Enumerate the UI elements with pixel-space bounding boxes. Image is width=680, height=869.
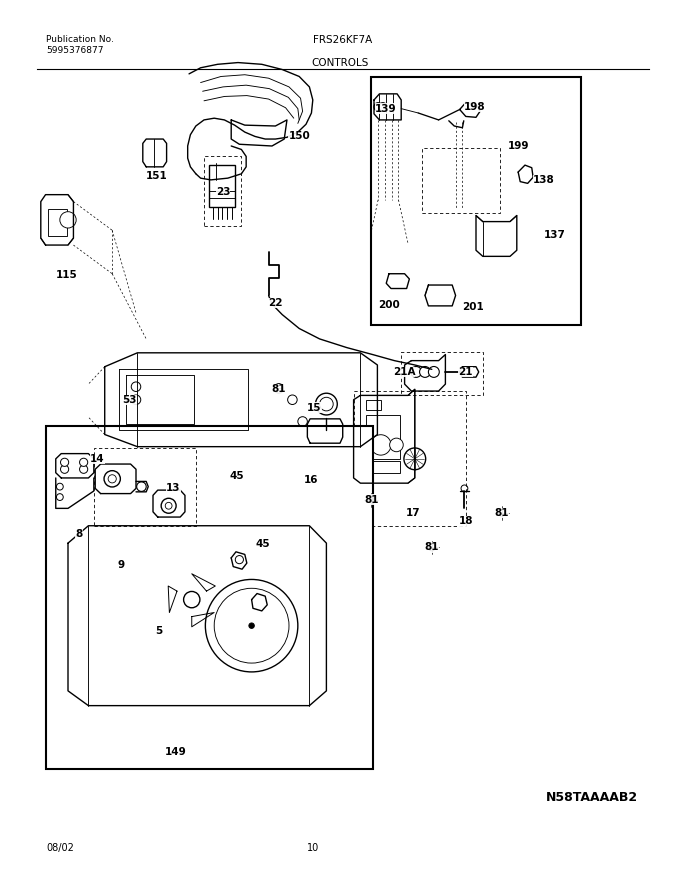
Ellipse shape	[320, 397, 333, 411]
Bar	[204, 156, 241, 226]
Ellipse shape	[249, 623, 254, 628]
Text: 21A: 21A	[392, 367, 415, 377]
Text: 149: 149	[165, 746, 186, 757]
Text: 16: 16	[303, 474, 318, 485]
Ellipse shape	[131, 395, 141, 404]
Ellipse shape	[56, 483, 63, 490]
Text: 17: 17	[405, 507, 420, 518]
Text: 139: 139	[375, 103, 396, 114]
Text: 53: 53	[122, 395, 137, 405]
Ellipse shape	[318, 426, 328, 436]
Ellipse shape	[288, 395, 297, 404]
Ellipse shape	[404, 448, 426, 470]
Bar	[422, 148, 500, 213]
Ellipse shape	[80, 458, 88, 467]
Text: 200: 200	[378, 300, 400, 310]
Ellipse shape	[316, 393, 337, 415]
Text: 13: 13	[166, 483, 181, 494]
Text: 5: 5	[155, 626, 162, 636]
Ellipse shape	[461, 485, 468, 492]
Ellipse shape	[56, 494, 63, 501]
Text: FRS26KF7A: FRS26KF7A	[313, 35, 372, 45]
Ellipse shape	[137, 482, 146, 491]
Text: 9: 9	[118, 560, 124, 570]
Ellipse shape	[428, 367, 439, 377]
Ellipse shape	[235, 555, 243, 564]
Text: 45: 45	[256, 539, 271, 549]
Text: 08/02: 08/02	[46, 843, 74, 853]
Text: 15: 15	[307, 402, 322, 413]
Ellipse shape	[184, 592, 200, 607]
Ellipse shape	[428, 544, 435, 551]
Text: 81: 81	[364, 494, 379, 505]
Ellipse shape	[60, 212, 76, 228]
Text: 115: 115	[56, 270, 78, 281]
Ellipse shape	[108, 474, 116, 483]
Ellipse shape	[368, 496, 375, 503]
Text: 8: 8	[75, 529, 82, 540]
Text: 81: 81	[494, 507, 509, 518]
Text: N58TAAAAB2: N58TAAAAB2	[545, 791, 638, 804]
Text: 22: 22	[268, 298, 283, 308]
Ellipse shape	[205, 580, 298, 672]
Text: 45: 45	[229, 471, 244, 481]
Ellipse shape	[161, 498, 176, 514]
Text: 201: 201	[462, 302, 483, 312]
Bar	[401, 352, 483, 395]
Ellipse shape	[80, 465, 88, 474]
Ellipse shape	[165, 502, 172, 509]
Text: 81: 81	[271, 384, 286, 395]
Text: 150: 150	[288, 131, 310, 142]
Text: 14: 14	[90, 454, 105, 464]
Bar	[209, 165, 235, 207]
Bar	[48, 209, 67, 236]
Ellipse shape	[214, 588, 289, 663]
Ellipse shape	[498, 509, 505, 516]
Ellipse shape	[328, 426, 339, 436]
Bar	[366, 415, 400, 459]
Bar	[366, 461, 400, 473]
Text: 137: 137	[544, 229, 566, 240]
Bar	[354, 391, 466, 526]
Text: 10: 10	[307, 843, 319, 853]
Text: 23: 23	[216, 187, 231, 197]
Bar	[46, 426, 373, 769]
Ellipse shape	[411, 367, 422, 377]
Ellipse shape	[298, 417, 307, 426]
Ellipse shape	[379, 103, 387, 111]
Ellipse shape	[104, 471, 120, 487]
Text: 199: 199	[508, 141, 530, 151]
Text: CONTROLS: CONTROLS	[311, 58, 369, 69]
Ellipse shape	[274, 384, 284, 393]
Bar	[371, 77, 581, 325]
Text: 21: 21	[458, 367, 473, 377]
Ellipse shape	[420, 367, 430, 377]
Ellipse shape	[61, 458, 69, 467]
Text: 81: 81	[424, 542, 439, 553]
Text: 151: 151	[146, 170, 167, 181]
Text: Publication No.: Publication No.	[46, 35, 114, 43]
Ellipse shape	[390, 438, 403, 452]
Text: 18: 18	[458, 516, 473, 527]
Bar	[366, 400, 381, 410]
Ellipse shape	[374, 103, 382, 111]
Ellipse shape	[131, 382, 141, 391]
Text: 198: 198	[464, 102, 486, 112]
Ellipse shape	[61, 465, 69, 474]
Bar	[94, 448, 196, 526]
Text: 138: 138	[533, 175, 555, 185]
Ellipse shape	[371, 434, 391, 455]
Text: 5995376877: 5995376877	[46, 46, 104, 55]
